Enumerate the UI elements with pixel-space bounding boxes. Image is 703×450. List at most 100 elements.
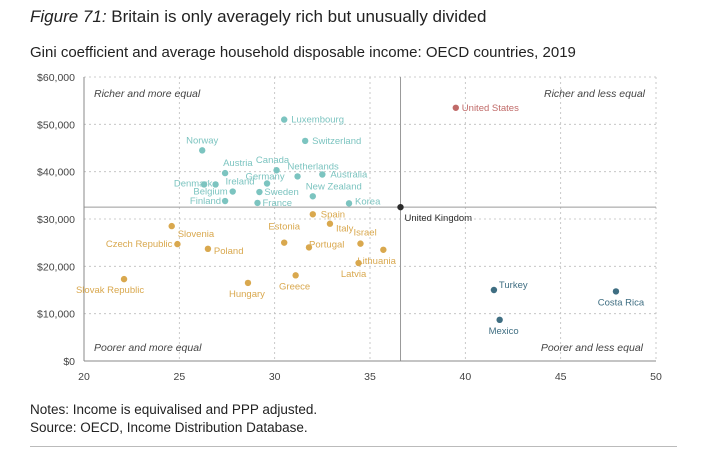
x-tick-label: 50	[650, 371, 662, 383]
figure-title-text: Britain is only averagely rich but unusu…	[111, 7, 487, 26]
point-estonia	[281, 239, 288, 246]
point-slovak-republic	[120, 275, 128, 283]
bottom-divider	[30, 446, 677, 447]
quadrant-label: Richer and less equal	[544, 88, 646, 100]
point-label-australia: Australia	[330, 170, 368, 181]
point-netherlands	[294, 173, 301, 180]
point-label-italy: Italy	[336, 224, 354, 235]
point-korea	[345, 200, 353, 207]
point-label-netherlands: Netherlands	[288, 161, 339, 172]
point-sweden	[256, 188, 263, 196]
point-poland	[204, 245, 212, 253]
point-norway	[199, 147, 206, 154]
source-line: Source: OECD, Income Distribution Databa…	[30, 420, 308, 435]
point-portugal	[305, 244, 313, 251]
point-belgium	[229, 188, 236, 195]
point-label-slovak-republic: Slovak Republic	[76, 285, 144, 296]
y-tick-label: $0	[63, 356, 75, 368]
chart-subtitle: Gini coefficient and average household d…	[30, 44, 576, 61]
point-label-greece: Greece	[279, 281, 310, 292]
y-tick-label: $20,000	[37, 261, 75, 273]
point-new-zealand	[309, 193, 316, 200]
axis-layer: 20 25 30 35 40 45 50 $0 $10,000 $20,000 $30,000 $40…	[37, 72, 662, 383]
point-mexico	[496, 316, 503, 324]
point-luxembourg	[281, 116, 288, 123]
chart-notes: Notes: Income is equivalised and PPP adj…	[30, 401, 317, 437]
y-tick-label: $40,000	[37, 167, 75, 179]
point-label-belgium: Belgium	[193, 187, 227, 198]
point-spain	[309, 211, 316, 218]
x-tick-label: 40	[459, 371, 471, 383]
point-czech-republic	[174, 240, 181, 248]
point-label-portugal: Portugal	[309, 239, 344, 250]
y-tick-label: $10,000	[37, 309, 75, 321]
point-label-korea: Korea	[355, 196, 381, 207]
quadrant-label: Richer and more equal	[94, 88, 201, 100]
point-label-latvia: Latvia	[341, 269, 367, 280]
point-label-luxembourg: Luxembourg	[291, 115, 344, 126]
point-label-united-kingdom: United Kingdom	[405, 213, 473, 224]
figure-label: Figure 71:	[30, 7, 107, 26]
point-label-ireland: Ireland	[226, 176, 255, 187]
point-label-estonia: Estonia	[268, 222, 300, 233]
point-hungary	[244, 279, 252, 287]
point-label-norway: Norway	[186, 135, 218, 146]
point-costa-rica	[612, 288, 620, 295]
point-label-sweden: Sweden	[264, 187, 298, 198]
point-label-czech-republic: Czech Republic	[106, 239, 173, 250]
point-latvia	[355, 259, 362, 267]
x-tick-label: 35	[364, 371, 376, 383]
point-label-costa-rica: Costa Rica	[598, 297, 645, 308]
point-israel	[357, 240, 364, 247]
points-layer	[120, 104, 620, 324]
point-label-israel: Israel	[353, 228, 376, 239]
point-turkey	[490, 286, 498, 294]
quadrant-label: Poorer and more equal	[94, 342, 202, 354]
point-label-canada: Canada	[256, 155, 290, 166]
point-united-states	[452, 104, 459, 111]
grid-layer	[84, 76, 657, 361]
point-label-united-states: United States	[462, 103, 519, 114]
point-united-kingdom	[397, 203, 404, 211]
point-denmark	[200, 181, 208, 188]
point-label-denmark: Denmark	[174, 178, 213, 189]
point-slovenia	[168, 222, 175, 230]
point-germany	[263, 180, 271, 187]
y-tick-label: $60,000	[37, 72, 75, 84]
point-australia	[319, 171, 326, 178]
point-austria	[221, 169, 229, 177]
point-ireland	[212, 181, 219, 188]
figure-title: Figure 71: Britain is only averagely ric…	[30, 7, 486, 27]
point-label-turkey: Turkey	[499, 280, 528, 291]
point-label-spain: Spain	[321, 209, 345, 220]
y-tick-label: $50,000	[37, 119, 75, 131]
point-label-lithuania: Lithuania	[357, 256, 396, 267]
point-label-austria: Austria	[223, 158, 253, 169]
notes-line: Notes: Income is equivalised and PPP adj…	[30, 402, 318, 417]
point-label-hungary: Hungary	[229, 289, 265, 300]
reference-lines	[84, 77, 656, 361]
point-label-mexico: Mexico	[489, 326, 519, 337]
point-canada	[273, 167, 280, 174]
y-tick-label: $30,000	[37, 214, 75, 226]
quadrant-label: Poorer and less equal	[541, 342, 644, 354]
point-italy	[326, 220, 334, 227]
point-label-france: France	[263, 198, 293, 209]
quadrant-labels: Richer and more equal Richer and less equ…	[94, 88, 646, 354]
point-label-switzerland: Switzerland	[312, 136, 361, 147]
point-france	[254, 199, 261, 207]
scatter-chart: 20 25 30 35 40 45 50 $0 $10,000 $20,000 $30,000 $40…	[37, 72, 662, 383]
point-label-finland: Finland	[190, 196, 221, 207]
point-label-new-zealand: New Zealand	[306, 181, 362, 192]
point-greece	[292, 272, 299, 279]
point-labels-layer: United States Luxembourg Switzerland Norway…	[76, 103, 645, 337]
point-finland	[221, 197, 229, 205]
x-tick-label: 25	[173, 371, 185, 383]
x-tick-label: 45	[555, 371, 567, 383]
point-label-germany: Germany	[246, 172, 285, 183]
point-label-slovenia: Slovenia	[178, 229, 215, 240]
point-label-poland: Poland	[214, 246, 244, 257]
point-lithuania	[380, 246, 387, 253]
x-tick-label: 30	[269, 371, 281, 383]
point-switzerland	[301, 137, 309, 145]
